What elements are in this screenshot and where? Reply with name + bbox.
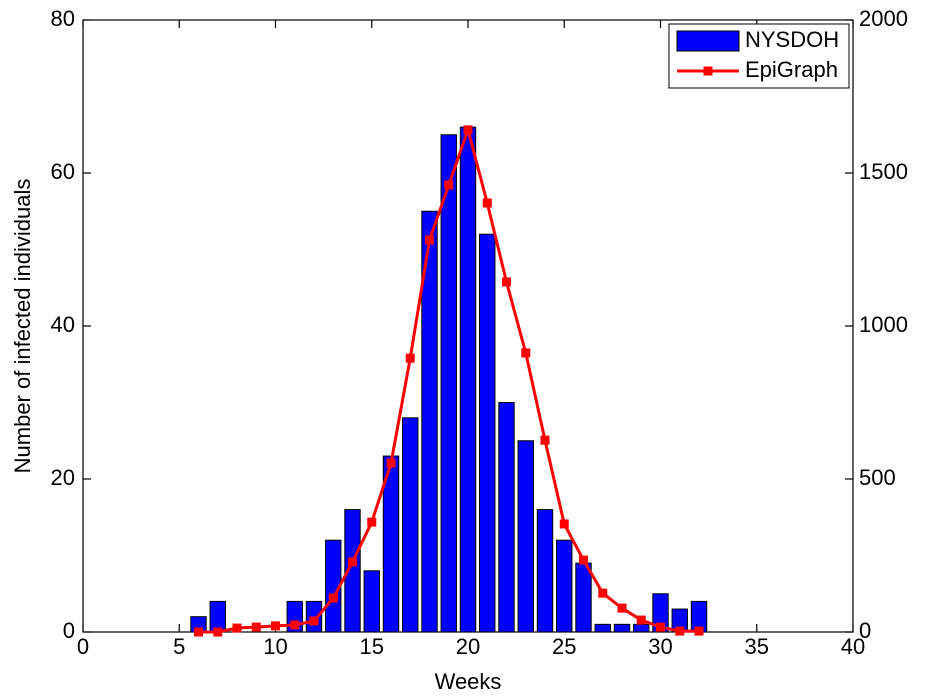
x-tick-label: 15 (360, 634, 384, 659)
bar (575, 562, 592, 633)
bar (440, 134, 457, 633)
bar (402, 417, 419, 633)
x-tick-label: 30 (648, 634, 672, 659)
marker (386, 458, 396, 468)
y-axis-label: Number of infected individuals (10, 179, 35, 474)
marker (251, 622, 261, 632)
y2-tick-label: 500 (859, 465, 896, 490)
y-tick-label: 80 (51, 6, 75, 31)
y-tick-label: 20 (51, 465, 75, 490)
bar (209, 600, 226, 633)
y-tick-label: 40 (51, 312, 75, 337)
legend-swatch (676, 30, 740, 52)
marker (617, 603, 627, 613)
y-tick-label: 0 (63, 618, 75, 643)
marker (348, 557, 357, 567)
marker (540, 435, 550, 445)
x-axis-label: Weeks (435, 669, 502, 694)
bar (652, 593, 669, 633)
bar (498, 402, 515, 633)
marker (290, 620, 300, 630)
bar (363, 570, 380, 633)
marker (271, 621, 280, 631)
bar (536, 509, 554, 633)
marker (213, 627, 223, 637)
marker (579, 555, 588, 565)
bar (479, 233, 496, 633)
bar (517, 440, 534, 633)
y2-tick-label: 0 (859, 618, 871, 643)
marker (656, 622, 665, 632)
marker (309, 616, 319, 626)
marker (194, 627, 203, 637)
marker (636, 615, 646, 625)
bar (594, 623, 611, 633)
marker (463, 125, 473, 135)
x-tick-label: 40 (841, 634, 865, 659)
bar (459, 126, 477, 633)
legend-label: NYSDOH (745, 27, 839, 52)
bar (556, 539, 573, 633)
y-tick-label: 60 (51, 159, 75, 184)
marker (232, 623, 242, 633)
bar (633, 623, 650, 633)
x-tick-label: 20 (456, 634, 480, 659)
y2-tick-label: 2000 (859, 6, 908, 31)
marker (425, 235, 434, 245)
marker (502, 277, 511, 287)
bar (344, 509, 361, 633)
x-tick-label: 35 (745, 634, 769, 659)
y2-tick-label: 1500 (859, 159, 908, 184)
marker (675, 626, 685, 636)
x-tick-label: 0 (77, 634, 89, 659)
marker (328, 593, 338, 603)
marker (521, 348, 531, 358)
marker (694, 626, 704, 636)
marker (598, 588, 608, 598)
marker (367, 517, 377, 527)
bar (613, 623, 631, 633)
legend-label: EpiGraph (745, 57, 838, 82)
marker (559, 519, 569, 529)
y2-tick-label: 1000 (859, 312, 908, 337)
x-tick-label: 10 (263, 634, 287, 659)
marker (405, 353, 415, 363)
bar (421, 210, 438, 633)
x-tick-label: 25 (552, 634, 576, 659)
marker (444, 180, 454, 190)
marker (482, 198, 492, 208)
legend-swatch (703, 66, 713, 76)
x-tick-label: 5 (173, 634, 185, 659)
